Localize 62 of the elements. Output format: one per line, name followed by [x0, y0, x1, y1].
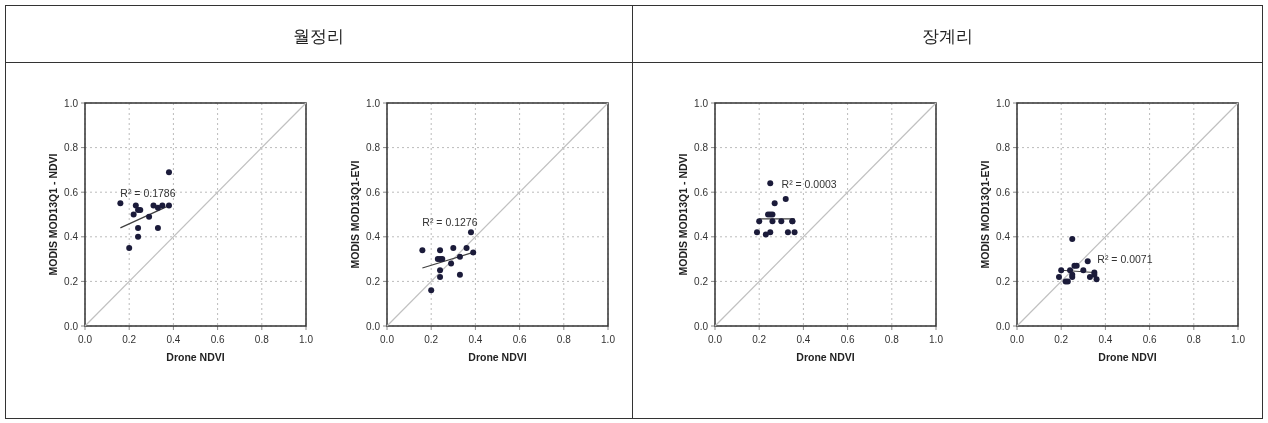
- y-tick-label: 0.8: [64, 142, 79, 154]
- x-tick-label: 0.0: [1010, 334, 1025, 345]
- y-tick-label: 0.4: [64, 231, 79, 243]
- x-tick-label: 1.0: [601, 334, 616, 345]
- y-tick-label: 0.4: [366, 231, 381, 243]
- y-tick-label: 0.0: [366, 320, 381, 332]
- y-tick-label: 0.0: [64, 320, 79, 332]
- x-tick-label: 0.8: [254, 334, 270, 345]
- y-tick-label: 0.6: [64, 186, 79, 198]
- x-tick-label: 0.8: [1186, 334, 1202, 345]
- x-tick-label: 0.4: [468, 334, 483, 345]
- y-tick-label: 0.6: [366, 186, 381, 198]
- annotation: R² = 0.0071: [1097, 253, 1153, 266]
- y-tick-label: 0.8: [996, 142, 1011, 154]
- y-axis-title: MODIS MOD13Q1-EVI: [349, 160, 361, 269]
- x-tick-label: 0.6: [840, 334, 855, 345]
- y-tick-label: 0.2: [64, 275, 79, 287]
- y-tick-label: 0.8: [694, 142, 709, 154]
- y-tick-label: 0.0: [996, 320, 1011, 332]
- x-tick-label: 0.6: [1142, 334, 1157, 345]
- x-tick-label: 1.0: [929, 334, 944, 345]
- y-tick-label: 0.2: [694, 275, 709, 287]
- x-tick-label: 0.0: [708, 334, 723, 345]
- y-axis-title: MODIS MOD13Q1-EVI: [979, 160, 991, 269]
- y-tick-label: 0.4: [694, 231, 709, 243]
- x-axis-title: Drone NDVI: [796, 351, 855, 363]
- y-axis-title: MODIS MOD13Q1 - NDVI: [677, 153, 689, 276]
- y-tick-label: 1.0: [694, 97, 709, 109]
- x-tick-label: 0.2: [752, 334, 767, 345]
- annotation: R² = 0.0003: [781, 177, 837, 190]
- x-tick-label: 0.4: [166, 334, 181, 345]
- y-tick-label: 0.4: [996, 231, 1011, 243]
- x-tick-label: 0.2: [122, 334, 137, 345]
- x-tick-label: 0.4: [796, 334, 811, 345]
- x-tick-label: 0.2: [1054, 334, 1069, 345]
- y-tick-label: 0.2: [996, 275, 1011, 287]
- title: 월정리: [293, 27, 344, 46]
- x-axis-title: Drone NDVI: [468, 351, 527, 363]
- x-tick-label: 1.0: [299, 334, 314, 345]
- annotation: R² = 0.1786: [120, 186, 176, 199]
- x-tick-label: 0.8: [884, 334, 900, 345]
- y-tick-label: 0.6: [996, 186, 1011, 198]
- x-tick-label: 0.2: [424, 334, 439, 345]
- y-tick-label: 0.6: [694, 186, 709, 198]
- x-tick-label: 0.4: [1098, 334, 1113, 345]
- x-tick-label: 0.8: [556, 334, 572, 345]
- y-tick-label: 0.2: [366, 275, 381, 287]
- title: 장계리: [922, 27, 973, 46]
- x-tick-label: 0.6: [210, 334, 225, 345]
- y-tick-label: 0.0: [694, 320, 709, 332]
- y-axis-title: MODIS MOD13Q1 - NDVI: [47, 153, 59, 276]
- x-tick-label: 0.0: [380, 334, 395, 345]
- annotation: R² = 0.1276: [422, 216, 478, 229]
- y-tick-label: 1.0: [64, 97, 79, 109]
- x-axis-title: Drone NDVI: [166, 351, 225, 363]
- y-tick-label: 1.0: [996, 97, 1011, 109]
- y-tick-label: 0.8: [366, 142, 381, 154]
- x-tick-label: 0.0: [78, 334, 93, 345]
- x-tick-label: 0.6: [512, 334, 527, 345]
- x-axis-title: Drone NDVI: [1098, 351, 1157, 363]
- y-tick-label: 1.0: [366, 97, 381, 109]
- x-tick-label: 1.0: [1231, 334, 1246, 345]
